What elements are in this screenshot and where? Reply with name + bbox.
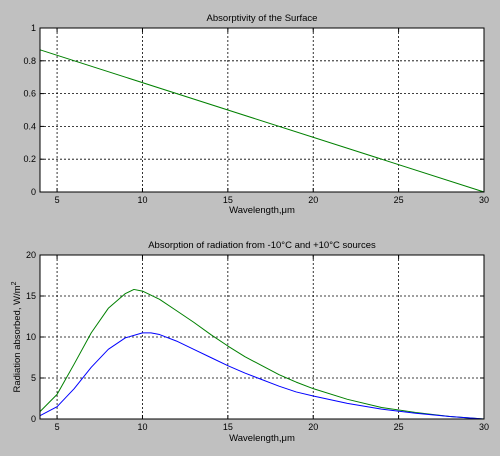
- y-axis-label-superscript: 2: [11, 281, 18, 285]
- y-tick-label: 0.8: [23, 56, 36, 66]
- x-tick-labels: 5 10 15 20 25 30: [55, 422, 489, 432]
- x-tick-label: 10: [137, 195, 147, 205]
- series-group: [39, 288, 485, 420]
- x-tick-labels: 5 10 15 20 25 30: [55, 195, 489, 205]
- y-tick-label: 20: [26, 250, 36, 260]
- grid: [40, 28, 484, 192]
- y-tick-label: 0: [31, 414, 36, 424]
- x-tick-label: 25: [394, 195, 404, 205]
- y-tick-label: 0.6: [23, 89, 36, 99]
- y-tick-label: 0: [31, 187, 36, 197]
- x-tick-label: 10: [137, 422, 147, 432]
- x-tick-label: 15: [223, 422, 233, 432]
- x-tick-label: 20: [308, 195, 318, 205]
- chart-title: Absorptivity of the Surface: [207, 13, 318, 24]
- y-axis-label: Radiation absorbed, W/m2: [11, 281, 23, 392]
- y-tick-label: 15: [26, 291, 36, 301]
- y-tick-label: 10: [26, 332, 36, 342]
- chart-absorptivity: Absorptivity of the Surface 5 10 15 20 25 30 …: [23, 13, 489, 216]
- y-tick-labels: 0 5 10 15 20: [26, 250, 36, 424]
- x-tick-label: 30: [479, 195, 489, 205]
- y-tick-label: 1: [31, 23, 36, 33]
- grid: [40, 255, 484, 419]
- y-tick-label: 5: [31, 373, 36, 383]
- ticks: [40, 254, 485, 420]
- y-tick-labels: 0 0.2 0.4 0.6 0.8 1: [23, 23, 36, 197]
- chart-radiation-absorbed: Absorption of radiation from -10°C and +…: [11, 240, 489, 444]
- series-group: [39, 49, 485, 193]
- ticks: [40, 27, 485, 193]
- plot-frame: [39, 27, 485, 193]
- x-tick-label: 20: [308, 422, 318, 432]
- x-tick-label: 5: [55, 422, 60, 432]
- x-tick-label: 30: [479, 422, 489, 432]
- y-tick-label: 0.4: [23, 121, 36, 131]
- x-tick-label: 25: [394, 422, 404, 432]
- x-tick-label: 5: [55, 195, 60, 205]
- x-axis-label: Wavelength,μm: [229, 205, 295, 216]
- series-line-0: [39, 49, 485, 193]
- x-axis-label: Wavelength,μm: [229, 433, 295, 444]
- series-line-0: [39, 288, 485, 420]
- x-tick-label: 15: [223, 195, 233, 205]
- series-line-1: [39, 332, 485, 420]
- chart-title: Absorption of radiation from -10°C and +…: [148, 240, 376, 251]
- y-tick-label: 0.2: [23, 154, 36, 164]
- y-axis-label-main: Radiation absorbed, W/m: [12, 285, 23, 392]
- plot-area: [40, 28, 484, 192]
